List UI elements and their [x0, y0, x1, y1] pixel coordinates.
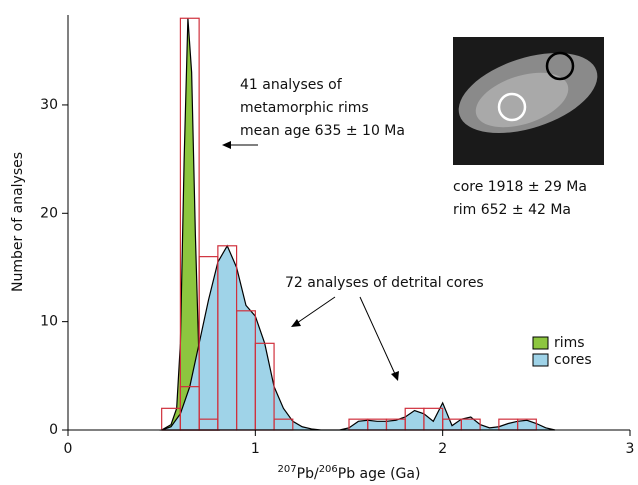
annotation: mean age 635 ± 10 Ma	[240, 123, 405, 139]
x-axis-label: 207Pb/206Pb age (Ga)	[278, 464, 421, 482]
arrow	[359, 296, 396, 375]
x-label-text: Pb/	[297, 466, 319, 482]
inset-image	[453, 37, 604, 165]
annotation: 41 analyses of	[240, 77, 343, 93]
annotation: metamorphic rims	[240, 100, 369, 116]
legend-swatch	[532, 336, 549, 350]
inset-caption: core 1918 ± 29 Ma	[453, 179, 587, 195]
arrowhead	[222, 141, 231, 149]
legend-label: rims	[554, 335, 585, 351]
x-tick-label: 2	[438, 441, 447, 457]
y-tick-label: 0	[49, 422, 58, 438]
x-tick-label: 3	[626, 441, 635, 457]
x-label-sup: 207	[278, 464, 297, 475]
legend-label: cores	[554, 352, 592, 368]
arrowhead	[391, 371, 399, 381]
legend-swatch	[532, 353, 549, 367]
y-axis-label: Number of analyses	[10, 152, 26, 292]
density-curve	[161, 244, 556, 431]
inset-caption: rim 652 ± 42 Ma	[453, 202, 571, 218]
x-label-sup: 206	[319, 464, 338, 475]
annotation: 72 analyses of detrital cores	[285, 275, 484, 291]
y-tick-label: 30	[40, 97, 58, 113]
arrow	[296, 296, 336, 324]
y-tick-label: 10	[40, 314, 58, 330]
arrowhead	[291, 319, 301, 327]
x-label-text: Pb age (Ga)	[338, 466, 421, 482]
y-tick-label: 20	[40, 205, 58, 221]
x-tick-label: 1	[251, 441, 260, 457]
x-tick-label: 0	[64, 441, 73, 457]
